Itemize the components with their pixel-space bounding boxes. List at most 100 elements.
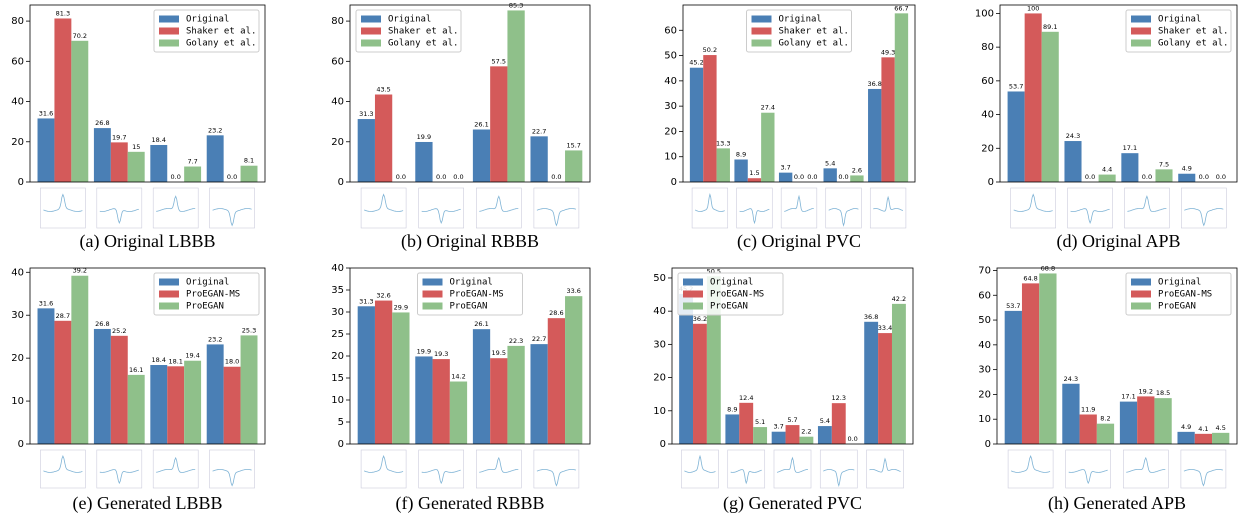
- ecg-thumbnail: [209, 449, 255, 489]
- value-label: 8.9: [727, 405, 737, 413]
- y-tick-label: 80: [11, 16, 24, 27]
- bar: [823, 168, 837, 182]
- y-tick-label: 40: [981, 110, 994, 121]
- value-label: 18.4: [152, 356, 166, 364]
- bar: [1119, 401, 1138, 444]
- bar: [547, 318, 566, 444]
- bar: [679, 293, 694, 444]
- legend-swatch: [361, 39, 381, 47]
- legend: Original ProEGAN-MS ProEGAN: [677, 272, 784, 316]
- bar: [432, 359, 450, 444]
- value-label: 23.2: [208, 335, 222, 343]
- ecg-trace: [536, 469, 577, 487]
- value-label: 13.3: [716, 139, 730, 147]
- bar: [817, 426, 832, 444]
- value-label: 0.0: [1085, 173, 1095, 181]
- ecg-trace: [363, 193, 404, 212]
- bar: [127, 374, 145, 444]
- legend-label: Original: [388, 15, 431, 25]
- ecg-thumbnail: [418, 449, 465, 489]
- legend-swatch: [1131, 15, 1151, 23]
- bar: [1178, 173, 1196, 182]
- ecg-trace: [99, 208, 139, 224]
- y-tick-label: 60: [664, 25, 677, 36]
- value-label: 25.3: [242, 326, 256, 334]
- ecg-thumbnail: [40, 449, 86, 489]
- bar: [881, 57, 895, 182]
- legend-box: [417, 272, 523, 316]
- ecg-thumbnail: [96, 187, 143, 229]
- ecg-trace: [1126, 456, 1166, 473]
- value-label: 39.2: [73, 267, 87, 275]
- bar: [1021, 283, 1040, 444]
- y-tick-label: 70: [978, 265, 991, 276]
- legend-label: ProEGAN-MS: [710, 290, 764, 300]
- ecg-trace: [784, 194, 814, 212]
- y-tick-label: 40: [331, 263, 344, 274]
- value-label: 4.5: [1216, 424, 1226, 432]
- value-label: 36.8: [864, 313, 878, 321]
- value-label: 1.5: [749, 169, 759, 177]
- value-label: 33.6: [566, 287, 580, 295]
- bar: [1098, 174, 1116, 182]
- ecg-trace: [43, 193, 83, 212]
- value-label: 0.0: [453, 173, 463, 181]
- ecg-trace: [1013, 193, 1053, 212]
- legend-label: Original: [1158, 15, 1201, 25]
- y-tick-label: 60: [978, 290, 991, 301]
- value-label: 19.7: [112, 133, 126, 141]
- bar: [472, 329, 491, 444]
- ecg-trace: [421, 469, 461, 485]
- ecg-thumbnail: [96, 449, 143, 489]
- y-tick-label: 40: [653, 306, 666, 317]
- caption: (h) Generated APB: [1048, 493, 1186, 514]
- caption: (c) Original PVC: [737, 231, 861, 252]
- y-tick-label: 20: [11, 137, 24, 148]
- ecg-trace: [828, 208, 859, 227]
- value-label: 45.2: [689, 59, 703, 67]
- y-tick-label: 35: [331, 285, 344, 296]
- value-label: 19.9: [417, 133, 431, 141]
- bar: [1155, 169, 1173, 182]
- y-tick-label: 5: [338, 417, 344, 428]
- value-label: 81.3: [56, 9, 70, 17]
- ecg-thumbnail: [40, 187, 86, 229]
- ecg-trace: [873, 195, 904, 212]
- legend-swatch: [159, 39, 179, 47]
- chart-panel: 0 20 40 60 80 31.3 19.9 26.1 22.7 43.5 0.0 57.5 0.0 0…: [331, 1, 591, 252]
- legend-label: Original: [186, 15, 229, 25]
- y-tick-label: 10: [653, 406, 666, 417]
- legend-swatch: [751, 27, 772, 35]
- value-label: 36.8: [867, 80, 881, 88]
- ecg-thumbnail: [869, 187, 907, 229]
- ecg-thumbnail: [1180, 449, 1227, 489]
- value-label: 24.3: [1066, 132, 1080, 140]
- value-label: 15: [132, 143, 140, 151]
- value-label: 0.0: [847, 435, 857, 443]
- legend-label: Shaker et al.: [186, 27, 256, 37]
- bar: [184, 360, 202, 444]
- value-label: 26.8: [95, 119, 109, 127]
- bar: [223, 366, 241, 444]
- value-label: 31.6: [39, 109, 53, 117]
- legend-swatch: [683, 290, 703, 298]
- y-tick-label: 40: [331, 97, 344, 108]
- value-label: 25.2: [112, 327, 126, 335]
- legend-swatch: [361, 15, 381, 23]
- bar: [507, 10, 525, 183]
- value-label: 2.6: [852, 166, 862, 174]
- y-tick-label: 80: [331, 16, 344, 27]
- legend-label: ProEGAN: [186, 302, 224, 312]
- ecg-thumbnail: [819, 449, 858, 489]
- bar: [374, 94, 393, 182]
- bar: [110, 142, 128, 182]
- y-tick-label: 20: [11, 353, 24, 364]
- bar: [1079, 414, 1097, 444]
- value-label: 36.2: [693, 315, 707, 323]
- value-label: 100: [1027, 4, 1039, 12]
- caption: (b) Original RBBB: [401, 231, 539, 252]
- y-tick-label: 0: [338, 439, 344, 450]
- legend-label: Golany et al.: [1158, 39, 1228, 49]
- bar: [1062, 383, 1080, 444]
